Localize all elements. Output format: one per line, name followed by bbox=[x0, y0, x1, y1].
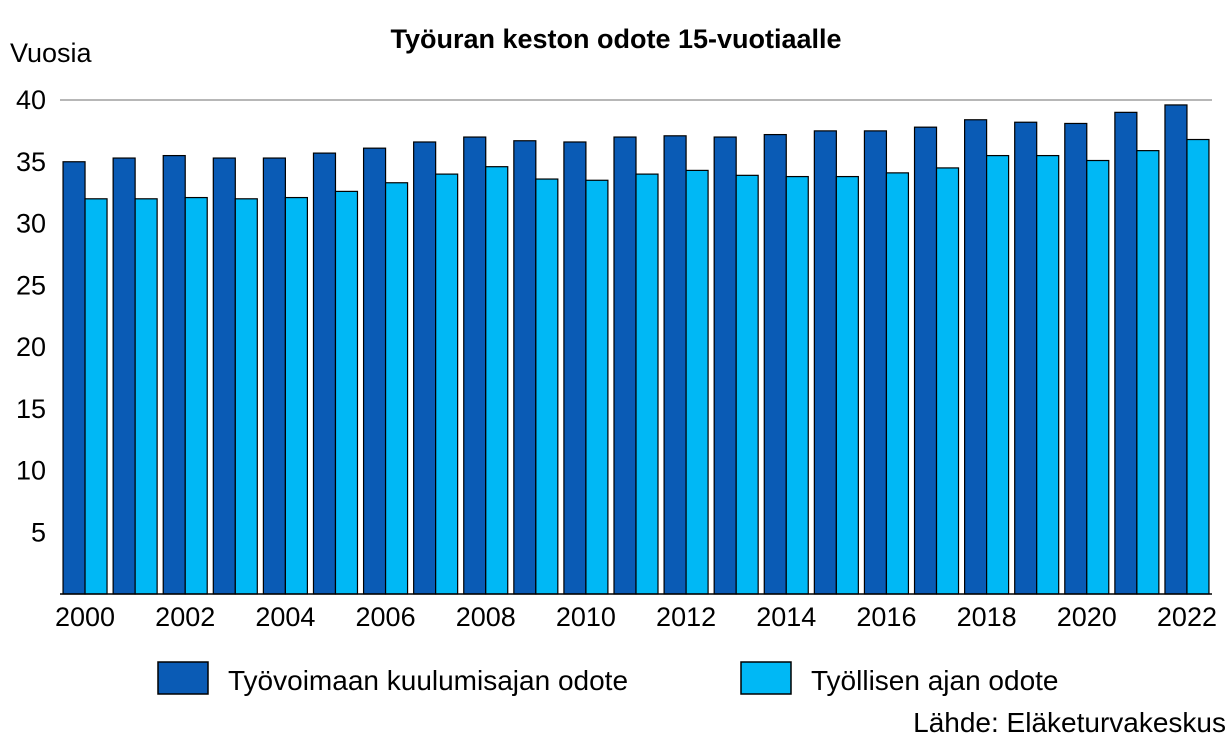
bar-tyollisen-2004 bbox=[284, 196, 308, 595]
bar-tyovoima-2011 bbox=[613, 136, 637, 595]
bar-tyollisen-2015 bbox=[835, 175, 859, 595]
bar-tyovoima-2015 bbox=[813, 130, 837, 595]
bar-tyovoima-2005 bbox=[312, 152, 337, 595]
x-tick-label: 2012 bbox=[656, 602, 716, 632]
bar-tyollisen-2012 bbox=[685, 169, 709, 595]
bar-tyovoima-2008 bbox=[463, 136, 487, 595]
bars bbox=[62, 104, 1210, 595]
bar-tyovoima-2021 bbox=[1114, 111, 1138, 595]
y-axis-label: Vuosia bbox=[10, 38, 93, 68]
bar-tyovoima-2022 bbox=[1164, 104, 1188, 595]
y-tick-label: 20 bbox=[16, 332, 46, 362]
bar-tyovoima-2010 bbox=[563, 141, 587, 595]
bar-tyovoima-2009 bbox=[513, 140, 537, 595]
bar-tyovoima-2012 bbox=[663, 135, 687, 595]
x-tick-label: 2018 bbox=[957, 602, 1017, 632]
x-tick-label: 2022 bbox=[1157, 602, 1217, 632]
x-tick-label: 2016 bbox=[856, 602, 916, 632]
bar-tyovoima-2013 bbox=[713, 136, 737, 595]
x-tick-label: 2000 bbox=[55, 602, 115, 632]
y-tick-label: 15 bbox=[16, 394, 46, 424]
source-note: Lähde: Eläketurvakeskus bbox=[913, 707, 1226, 738]
bar-tyollisen-2000 bbox=[84, 198, 108, 595]
legend-label-tyollisen: Työllisen ajan odote bbox=[811, 665, 1059, 696]
bar-tyollisen-2005 bbox=[334, 190, 359, 595]
bar-tyollisen-2021 bbox=[1136, 150, 1160, 595]
x-tick-label: 2008 bbox=[456, 602, 516, 632]
x-tick-label: 2014 bbox=[756, 602, 816, 632]
bar-tyollisen-2009 bbox=[535, 178, 559, 595]
bar-tyollisen-2008 bbox=[485, 166, 509, 595]
bar-tyollisen-2007 bbox=[435, 173, 459, 595]
bar-tyovoima-2017 bbox=[913, 126, 938, 595]
bar-tyollisen-2016 bbox=[885, 172, 910, 595]
x-tick-label: 2010 bbox=[556, 602, 616, 632]
bar-tyollisen-2011 bbox=[635, 173, 659, 595]
bar-tyollisen-2017 bbox=[935, 167, 960, 595]
x-tick-label: 2006 bbox=[356, 602, 416, 632]
y-tick-label: 30 bbox=[16, 209, 46, 239]
chart-title: Työuran keston odote 15-vuotiaalle bbox=[390, 24, 841, 54]
bar-tyovoima-2007 bbox=[413, 141, 437, 595]
legend-swatch-tyollisen bbox=[740, 661, 792, 695]
bar-tyovoima-2019 bbox=[1014, 121, 1038, 595]
legend-label-tyovoima: Työvoimaan kuulumisajan odote bbox=[228, 665, 628, 696]
bar-tyovoima-2004 bbox=[262, 157, 286, 595]
bar-tyollisen-2013 bbox=[735, 174, 759, 595]
y-tick-label: 10 bbox=[16, 456, 46, 486]
x-tick-label: 2004 bbox=[255, 602, 315, 632]
bar-tyovoima-2006 bbox=[362, 147, 387, 595]
bar-tyovoima-2001 bbox=[112, 157, 136, 595]
bar-tyollisen-2002 bbox=[184, 196, 208, 595]
bar-tyovoima-2002 bbox=[162, 154, 186, 595]
x-tick-label: 2020 bbox=[1057, 602, 1117, 632]
bar-tyovoima-2000 bbox=[62, 161, 86, 595]
y-tick-label: 25 bbox=[16, 270, 46, 300]
bar-tyollisen-2022 bbox=[1186, 138, 1210, 595]
x-tick-label: 2002 bbox=[155, 602, 215, 632]
y-axis-ticks: 5 10 15 20 25 30 35 40 bbox=[16, 85, 46, 547]
bar-tyovoima-2003 bbox=[212, 157, 236, 595]
bar-tyollisen-2018 bbox=[986, 154, 1010, 595]
bar-tyollisen-2014 bbox=[785, 175, 809, 595]
bar-tyollisen-2019 bbox=[1036, 154, 1060, 595]
y-tick-label: 5 bbox=[31, 517, 46, 547]
bar-tyovoima-2014 bbox=[763, 133, 787, 595]
bar-tyollisen-2010 bbox=[585, 179, 609, 595]
bar-tyollisen-2006 bbox=[384, 182, 409, 595]
bar-tyollisen-2001 bbox=[134, 198, 158, 595]
legend: Työvoimaan kuulumisajan odote Työllisen … bbox=[157, 661, 1059, 696]
bar-tyovoima-2020 bbox=[1064, 122, 1088, 595]
bar-tyovoima-2018 bbox=[964, 119, 988, 595]
x-axis-ticks: 2000 2002 2004 2006 2008 2010 2012 2014 2016 2018… bbox=[55, 602, 1217, 632]
bar-tyovoima-2016 bbox=[863, 130, 888, 595]
bar-tyollisen-2020 bbox=[1086, 159, 1110, 595]
y-tick-label: 40 bbox=[16, 85, 46, 115]
bar-tyollisen-2003 bbox=[234, 198, 258, 595]
legend-swatch-tyovoima bbox=[157, 661, 209, 695]
y-tick-label: 35 bbox=[16, 147, 46, 177]
